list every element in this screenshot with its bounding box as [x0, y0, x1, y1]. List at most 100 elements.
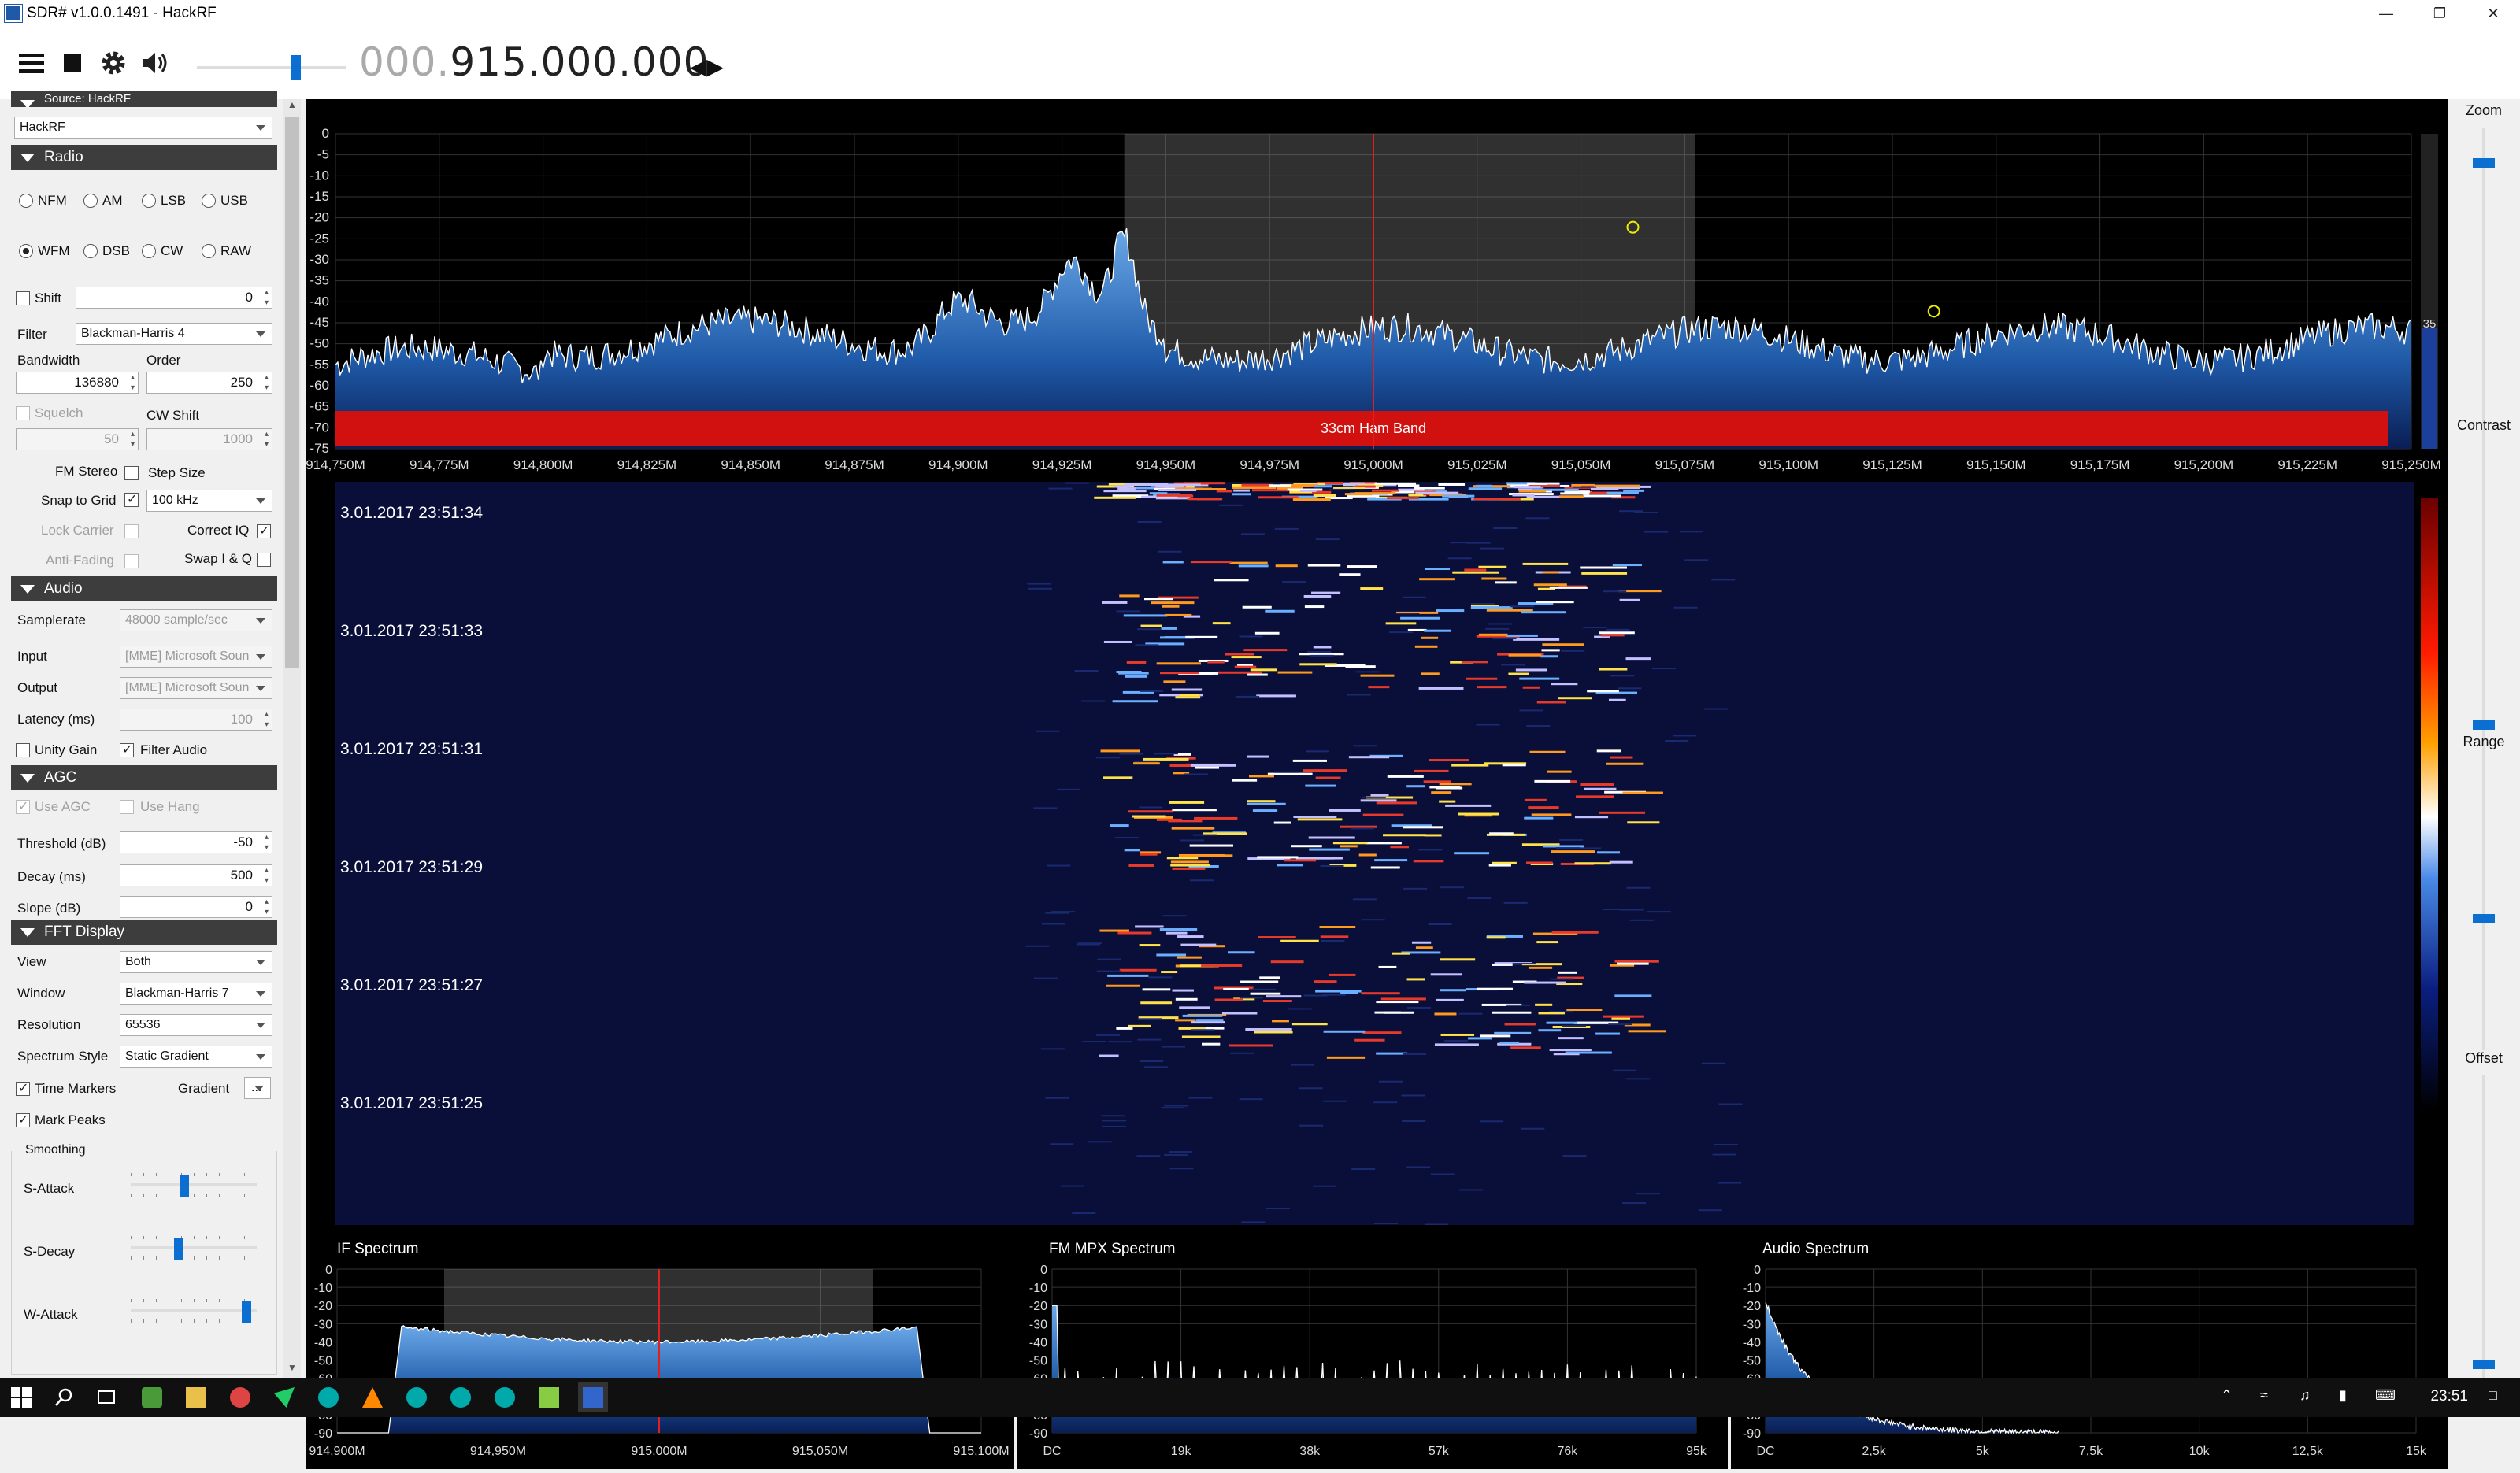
close-button[interactable]: ✕ [2487, 5, 2500, 21]
waterfall-signal [1284, 859, 1317, 862]
taskview-icon[interactable] [96, 1387, 117, 1408]
chrome-icon[interactable] [230, 1387, 250, 1408]
explorer-icon[interactable] [186, 1387, 206, 1408]
fft-header[interactable]: FFT Display [11, 920, 277, 945]
waterfall-signal [1203, 832, 1247, 835]
sdecay-slider[interactable] [131, 1236, 257, 1260]
audio-input-select[interactable]: [MME] Microsoft Soun [120, 646, 272, 668]
slope-input[interactable]: 0 [120, 896, 272, 918]
threshold-input[interactable]: -50 [120, 831, 272, 853]
decay-input[interactable]: 500 [120, 864, 272, 886]
audio-spectrum-panel[interactable]: Audio Spectrum0-10-20-30-40-50-60-70-80-… [1731, 1230, 2448, 1469]
app-icon-2[interactable] [274, 1387, 295, 1408]
mpx-spectrum-panel[interactable]: FM MPX Spectrum0-10-20-30-40-50-60-70-80… [1017, 1230, 1728, 1469]
snap-checkbox[interactable] [124, 491, 139, 507]
audio-header[interactable]: Audio [11, 576, 277, 601]
lockcarrier-checkbox[interactable] [124, 524, 139, 538]
mode-dsb-radio[interactable] [83, 244, 98, 258]
mode-nfm-radio[interactable] [19, 194, 33, 208]
keyboard-icon[interactable]: ⌨ [2375, 1387, 2396, 1403]
stop-icon[interactable] [52, 43, 93, 83]
gradient-button[interactable]: ... [244, 1077, 271, 1099]
frequency-display[interactable]: 000.915.000.000 [359, 39, 710, 85]
spectrum-panel[interactable]: 0 -5 -10 -15 -20 -25 -30 -35 -40 -45 -50 -55 -60 -65 -… [306, 99, 2448, 477]
waterfall-noise [1096, 1034, 1121, 1036]
view-select[interactable]: Both [120, 951, 272, 973]
antifading-checkbox[interactable] [124, 554, 139, 568]
filteraudio-checkbox[interactable] [120, 742, 134, 757]
app-icon-1[interactable] [142, 1387, 162, 1408]
window-select[interactable]: Blackman-Harris 7 [120, 983, 272, 1005]
wifi-icon[interactable]: ≈ [2260, 1387, 2268, 1403]
tuning-style-icon[interactable]: ◀▶ [690, 54, 724, 79]
cwshift-input[interactable]: 1000 [146, 428, 272, 450]
swapiq-checkbox[interactable] [257, 553, 271, 567]
app-icon-7[interactable] [539, 1387, 559, 1408]
mode-wfm-radio[interactable] [19, 244, 33, 258]
spectrum-y-tick: -25 [309, 231, 329, 246]
latency-input[interactable]: 100 [120, 709, 272, 731]
waterfall-noise [1401, 1094, 1425, 1097]
spectrumstyle-select[interactable]: Static Gradient [120, 1046, 272, 1068]
restore-button[interactable]: ❐ [2433, 5, 2447, 21]
waterfall-panel[interactable]: 3.01.2017 23:51:34 3.01.2017 23:51:33 3.01… [306, 482, 2448, 1226]
battery-icon[interactable]: ▮ [2339, 1387, 2347, 1403]
zoom-slider[interactable] [2473, 128, 2495, 446]
range-slider[interactable] [2473, 759, 2495, 1050]
shift-checkbox[interactable] [16, 291, 30, 305]
tray-chevron-icon[interactable]: ⌃ [2221, 1387, 2233, 1403]
app-icon-6[interactable] [495, 1387, 515, 1408]
useagc-checkbox[interactable] [16, 798, 30, 814]
usehang-checkbox[interactable] [120, 800, 134, 814]
app-icon-5[interactable] [450, 1387, 471, 1408]
start-icon[interactable] [11, 1387, 32, 1408]
if-spectrum-panel[interactable]: IF Spectrum0-10-20-30-40-50-60-70-80-909… [306, 1230, 1014, 1469]
markpeaks-checkbox[interactable] [16, 1112, 30, 1127]
gear-icon[interactable] [93, 43, 134, 83]
squelch-input[interactable]: 50 [16, 428, 139, 450]
squelch-checkbox[interactable] [16, 406, 30, 420]
order-input[interactable]: 250 [146, 372, 272, 394]
sattack-slider[interactable] [131, 1173, 257, 1197]
wattack-slider[interactable] [131, 1299, 257, 1323]
sidebar-scrollbar[interactable]: ▲ ▼ [284, 99, 301, 1378]
vlc-icon[interactable] [362, 1387, 383, 1408]
timemarkers-checkbox[interactable] [16, 1080, 30, 1096]
audio-output-select[interactable]: [MME] Microsoft Soun [120, 677, 272, 699]
notification-icon[interactable]: □ [2488, 1387, 2497, 1403]
menu-icon[interactable] [11, 43, 52, 83]
mode-usb-radio[interactable] [202, 194, 216, 208]
speaker-icon[interactable] [134, 43, 175, 83]
waterfall-noise [1236, 695, 1260, 698]
waterfall-signal [1481, 577, 1507, 580]
agc-header[interactable]: AGC [11, 765, 277, 790]
minimize-button[interactable]: — [2379, 5, 2393, 21]
fmstereo-checkbox[interactable] [124, 466, 139, 480]
search-icon[interactable] [54, 1387, 74, 1408]
volume-slider[interactable] [197, 47, 346, 80]
samplerate-select[interactable]: 48000 sample/sec [120, 609, 272, 631]
app-icon-3[interactable] [318, 1387, 339, 1408]
waterfall-signal [1305, 784, 1336, 787]
mode-am-radio[interactable] [83, 194, 98, 208]
mode-lsb-radio[interactable] [142, 194, 156, 208]
app-icon-4[interactable] [406, 1387, 427, 1408]
bandwidth-input[interactable]: 136880 [16, 372, 139, 394]
waterfall-signal [1171, 688, 1203, 691]
source-device-select[interactable]: HackRF [14, 117, 272, 139]
unitygain-checkbox[interactable] [16, 743, 30, 757]
mode-raw-radio[interactable] [202, 244, 216, 258]
fmstereo-label: FM Stereo [55, 464, 118, 479]
correctiq-checkbox[interactable] [257, 523, 271, 538]
sdrsharp-taskbar-icon[interactable] [578, 1382, 608, 1412]
source-header[interactable]: Source: HackRF [11, 91, 277, 107]
stepsize-select[interactable]: 100 kHz [146, 490, 272, 512]
filter-select[interactable]: Blackman-Harris 4 [76, 323, 272, 345]
offset-slider[interactable] [2473, 1075, 2495, 1378]
contrast-slider[interactable] [2473, 442, 2495, 761]
radio-header[interactable]: Radio [11, 145, 277, 170]
mode-cw-radio[interactable] [142, 244, 156, 258]
shift-input[interactable]: 0 [76, 287, 272, 309]
resolution-select[interactable]: 65536 [120, 1014, 272, 1036]
volume-tray-icon[interactable]: ♫ [2300, 1387, 2311, 1403]
